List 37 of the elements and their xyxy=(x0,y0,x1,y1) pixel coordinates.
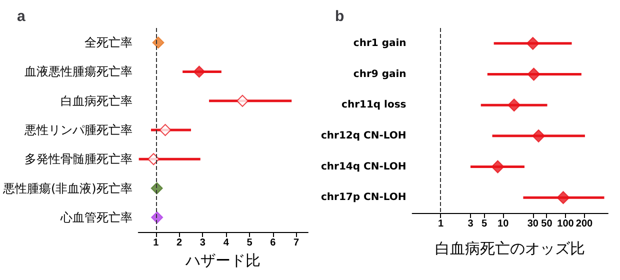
x-tick-label: 2 xyxy=(176,238,183,248)
y-tick-label: chr17p CN-LOH xyxy=(320,192,406,204)
x-tick-label: 5 xyxy=(482,218,488,230)
point xyxy=(193,66,206,78)
y-tick-label: 多発性骨髄腫死亡率 xyxy=(24,152,132,166)
x-tick-label: 10 xyxy=(498,218,510,230)
y-tick-label: chr14q CN-LOH xyxy=(320,161,406,172)
y-tick-label: chr9 gain xyxy=(353,68,406,80)
y-tick-label: 血液悪性腫瘍死亡率 xyxy=(24,64,132,79)
y-tick-label: 悪性腫瘍(非血液)死亡率 xyxy=(2,181,132,196)
chart-title: b xyxy=(335,8,344,25)
point xyxy=(236,94,248,107)
chart-title: a xyxy=(17,8,26,25)
x-tick-label: 6 xyxy=(270,238,276,248)
y-tick-label: 悪性リンパ腫死亡率 xyxy=(23,123,132,137)
point xyxy=(148,153,160,166)
y-tick-label: chr11q loss xyxy=(342,100,406,111)
x-tick-label: 30 xyxy=(527,218,539,230)
y-tick-label: 心血管死亡率 xyxy=(59,210,132,224)
x-tick-label: 5 xyxy=(246,238,253,248)
x-tick-label: 7 xyxy=(294,238,300,248)
x-tick-label: 3 xyxy=(200,238,206,248)
point xyxy=(159,124,172,136)
x-axis-title: 白血病死亡のオッズ比 xyxy=(435,240,586,258)
x-tick-label: 1 xyxy=(438,218,444,230)
x-axis-title: ハザード比 xyxy=(184,251,261,270)
point xyxy=(152,36,164,49)
x-tick-label: 100 xyxy=(557,218,574,230)
x-tick-label: 200 xyxy=(576,218,594,230)
y-tick-label: 白血病死亡率 xyxy=(60,94,132,108)
x-tick-label: 4 xyxy=(223,238,230,248)
x-tick-label: 3 xyxy=(468,218,474,230)
x-tick-label: 1 xyxy=(153,238,160,248)
y-tick-label: 全死亡率 xyxy=(84,36,132,50)
x-tick-label: 50 xyxy=(541,218,553,230)
y-tick-label: chr1 gain xyxy=(353,38,406,49)
y-tick-label: chr12q CN-LOH xyxy=(320,130,406,142)
